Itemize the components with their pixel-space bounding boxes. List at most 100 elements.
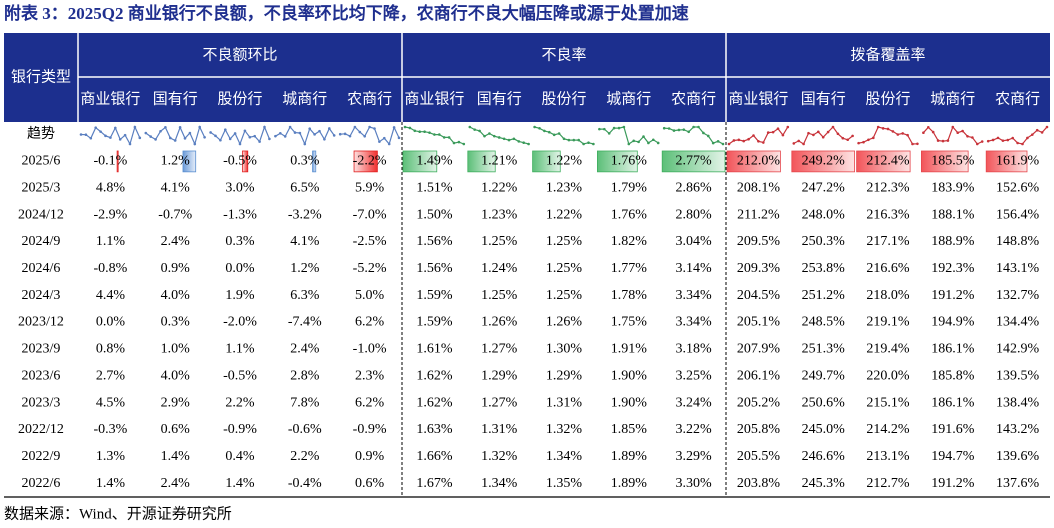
- sparkline: [534, 126, 594, 145]
- cell: 6.2%: [355, 395, 385, 410]
- sparkline-point: [373, 127, 376, 130]
- cell: -0.9%: [223, 422, 257, 437]
- cell: -7.0%: [353, 207, 387, 222]
- cell: -0.1%: [93, 154, 127, 169]
- sparkline-point: [742, 139, 745, 143]
- cell: -1.3%: [223, 207, 257, 222]
- cell: 1.22%: [546, 154, 583, 169]
- sparkline-point: [996, 136, 1000, 140]
- sparkline-point: [821, 135, 825, 139]
- sparkline-point: [721, 142, 725, 146]
- sparkline-point: [447, 136, 451, 139]
- source: 数据来源：Wind、开源证券研究所: [4, 505, 232, 522]
- sparkline-point: [752, 134, 755, 137]
- sparkline-point: [338, 132, 342, 136]
- cell: 0.8%: [96, 342, 126, 357]
- sparkline-point: [154, 138, 157, 141]
- cell: -2.0%: [223, 315, 257, 330]
- cell: 4.0%: [161, 368, 191, 383]
- cell: 2.9%: [161, 395, 191, 410]
- cell: 1.91%: [611, 342, 648, 357]
- sparkline-point: [677, 128, 681, 132]
- sparkline-point: [133, 125, 137, 129]
- sparkline-point: [781, 133, 785, 137]
- cell: 192.3%: [931, 261, 975, 276]
- cell: 205.2%: [737, 395, 781, 410]
- cell: 1.22%: [546, 207, 583, 222]
- sparkline-point: [771, 130, 775, 134]
- sparkline-point: [757, 140, 760, 143]
- data-bar: [353, 150, 378, 173]
- cell: 205.5%: [737, 449, 781, 464]
- sparkline-point: [792, 142, 796, 145]
- cell: 2.7%: [96, 368, 126, 383]
- cell: 4.4%: [96, 288, 126, 303]
- sparkline-point: [966, 134, 969, 138]
- sparkline-point: [667, 127, 671, 130]
- sparkline: [80, 125, 141, 146]
- sparkline-point: [1006, 138, 1010, 142]
- column-header: 商业银行: [80, 90, 140, 107]
- sparkline-point: [976, 142, 979, 146]
- sparkline-point: [248, 135, 252, 139]
- sparkline-point: [403, 125, 407, 129]
- cell: 1.25%: [546, 261, 583, 276]
- sparkline-point: [702, 131, 705, 135]
- cell: 6.2%: [355, 315, 385, 330]
- cell: -2.9%: [93, 207, 127, 222]
- sparkline-point: [522, 141, 525, 144]
- sparkline-point: [343, 132, 347, 136]
- cell: 1.76%: [611, 154, 648, 169]
- cell: 1.78%: [611, 288, 648, 303]
- column-header: 股份行: [865, 90, 910, 107]
- sparkline-point: [577, 138, 580, 142]
- cell: 0.9%: [161, 261, 191, 276]
- cell: 3.14%: [676, 261, 713, 276]
- cell: 1.66%: [416, 449, 453, 464]
- cell: 1.2%: [290, 261, 320, 276]
- cell: 249.2%: [802, 154, 846, 169]
- cell: 148.8%: [996, 234, 1040, 249]
- cell: 1.4%: [161, 449, 191, 464]
- sparkline-point: [94, 126, 97, 129]
- cell: 1.90%: [611, 395, 648, 410]
- data-bar: [467, 150, 496, 173]
- cell: 1.85%: [611, 422, 648, 437]
- cell: 3.34%: [676, 288, 713, 303]
- sparkline-point: [268, 137, 271, 141]
- sparkline-point: [572, 138, 576, 142]
- sparkline-point: [488, 132, 491, 135]
- cell: 0.4%: [225, 449, 255, 464]
- sparkline-point: [836, 132, 840, 136]
- sparkline-point: [478, 129, 481, 133]
- sparkline: [922, 125, 983, 145]
- data-bar: [597, 150, 638, 173]
- sparkline-point: [408, 126, 412, 130]
- sparkline-point: [567, 138, 571, 142]
- sparkline-point: [598, 127, 601, 131]
- cell: 188.9%: [931, 234, 975, 249]
- cell: 203.8%: [737, 476, 781, 491]
- cell: 1.23%: [546, 180, 583, 195]
- cell: 4.1%: [161, 180, 191, 195]
- sparkline-point: [413, 129, 417, 133]
- column-header: 商业银行: [404, 90, 464, 107]
- cell: 1.4%: [96, 476, 126, 491]
- cell: 1.32%: [546, 422, 583, 437]
- cell: 143.2%: [996, 422, 1040, 437]
- cell: 6.3%: [290, 288, 320, 303]
- sparkline-point: [224, 128, 227, 132]
- cell: 208.1%: [737, 180, 781, 195]
- sparkline-point: [79, 133, 83, 136]
- sparkline-point: [118, 138, 122, 141]
- sparkline-point: [980, 140, 984, 143]
- cell: -3.2%: [288, 207, 322, 222]
- row-label: 2024/12: [18, 207, 64, 222]
- cell: 152.6%: [996, 180, 1040, 195]
- cell: 1.62%: [416, 368, 453, 383]
- cell: 185.5%: [931, 154, 975, 169]
- cell: 219.4%: [866, 342, 910, 357]
- sparkline-point: [228, 137, 232, 141]
- sparkline-point: [831, 125, 835, 129]
- cell: 211.2%: [737, 207, 780, 222]
